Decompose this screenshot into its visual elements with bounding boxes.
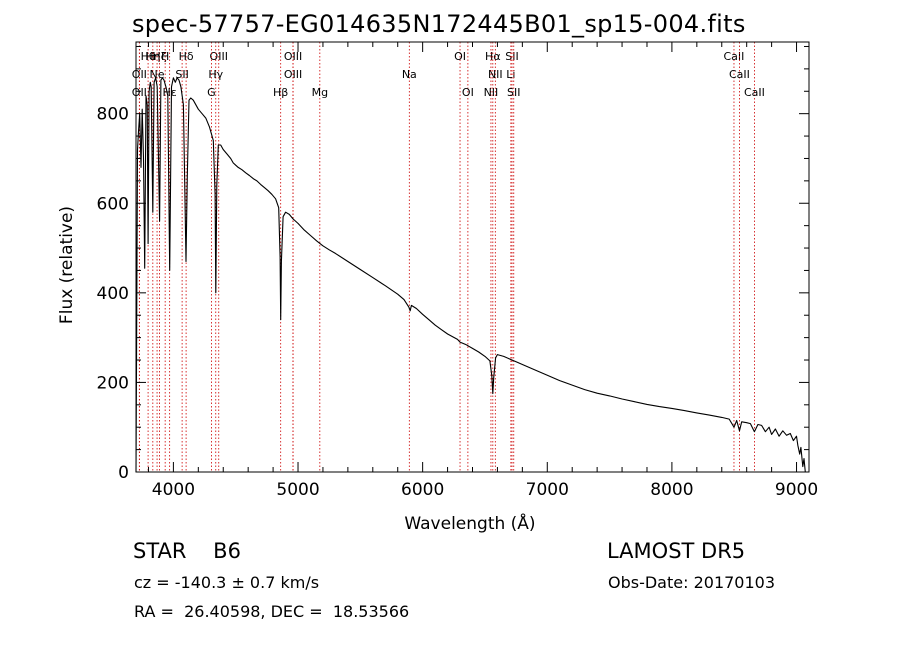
line-marker-label: NII xyxy=(488,68,503,81)
line-marker-label: Ne xyxy=(150,68,165,81)
redshift-velocity-text: cz = -140.3 ± 0.7 km/s xyxy=(134,573,320,592)
line-marker-label: SII xyxy=(507,86,520,99)
line-marker-label: Hζ xyxy=(152,50,166,63)
line-marker-label: SII xyxy=(505,50,518,63)
line-marker-label: Hγ xyxy=(208,68,223,81)
spectrum-line-0 xyxy=(135,77,806,473)
spectrum-series-layer xyxy=(135,77,806,473)
line-marker-label: Na xyxy=(402,68,417,81)
line-marker-label: CaII xyxy=(724,50,745,63)
line-marker-label: Hα xyxy=(485,50,501,63)
x-tick-label: 6000 xyxy=(401,480,444,500)
x-tick-label: 4000 xyxy=(152,480,195,500)
y-tick-label: 0 xyxy=(118,463,129,483)
x-tick-label: 5000 xyxy=(276,480,319,500)
x-axis-label: Wavelength (Å) xyxy=(404,512,535,534)
coordinates-text: RA = 26.40598, DEC = 18.53566 xyxy=(134,602,410,621)
line-marker-label: SII xyxy=(175,68,188,81)
y-tick-label: 400 xyxy=(97,284,129,304)
line-marker-label: CaII xyxy=(729,68,750,81)
line-marker-label: Hη xyxy=(145,50,160,63)
y-tick-label: 800 xyxy=(97,105,129,125)
y-tick-label: 600 xyxy=(97,194,129,214)
line-marker-label: Hθ xyxy=(141,50,156,63)
axis-layer: 4000 5000 6000 7000 8000 9000 0 200 400 600 800 xyxy=(97,42,818,500)
y-tick-label: 200 xyxy=(97,373,129,393)
line-marker-label: Hδ xyxy=(179,50,194,63)
line-marker-label: NII xyxy=(484,86,499,99)
x-tick-label: 7000 xyxy=(526,480,569,500)
line-marker-label: Mg xyxy=(312,86,328,99)
x-tick-label: 9000 xyxy=(775,480,818,500)
line-marker-label: OI xyxy=(454,50,466,63)
line-marker-label: OI xyxy=(462,86,474,99)
line-marker-label: OII xyxy=(132,86,147,99)
plot-frame xyxy=(135,41,810,473)
observation-date-text: Obs-Date: 20170103 xyxy=(608,573,776,592)
line-marker-label: Hβ xyxy=(273,86,288,99)
line-marker-label: G xyxy=(207,86,216,99)
line-marker-label: CaII xyxy=(744,86,765,99)
line-marker-label: OIII xyxy=(210,50,228,63)
line-marker-label: H xyxy=(161,50,169,63)
y-axis-label: Flux (relative) xyxy=(57,206,77,324)
line-marker-label: Hε xyxy=(163,86,177,99)
survey-label: LAMOST DR5 xyxy=(607,539,746,563)
class-label: STAR B6 xyxy=(133,539,241,563)
line-marker-label: OIII xyxy=(284,68,302,81)
x-tick-label: 8000 xyxy=(650,480,693,500)
chart-title: spec-57757-EG014635N172445B01_sp15-004.f… xyxy=(132,10,746,38)
line-marker-label: Li xyxy=(506,68,515,81)
